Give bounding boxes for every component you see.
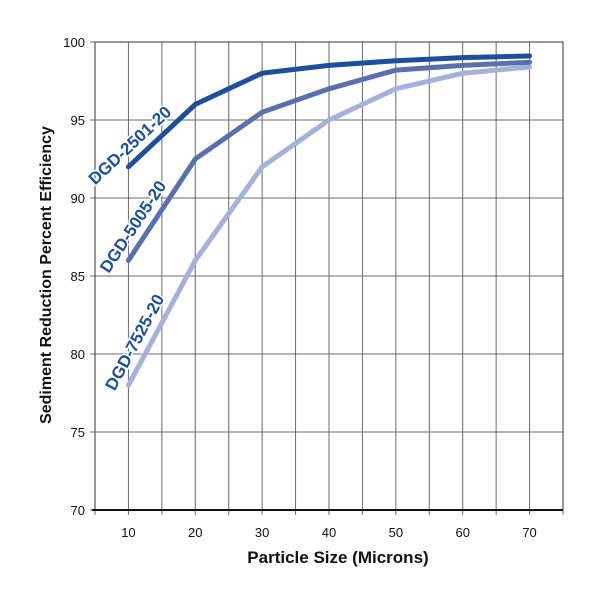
y-tick-label: 80 (71, 347, 85, 362)
x-tick-label: 60 (455, 525, 469, 540)
series-line-dgd-2501-20 (125, 53, 533, 170)
y-tick-label: 95 (71, 113, 85, 128)
grid (90, 41, 564, 515)
series-lines (125, 53, 533, 388)
y-tick-label: 100 (63, 35, 85, 50)
x-tick-label: 40 (322, 525, 336, 540)
x-tick-label: 30 (255, 525, 269, 540)
x-tick-label: 10 (121, 525, 135, 540)
series-label: DGD-5005-20 (96, 177, 170, 276)
y-tick-label: 90 (71, 191, 85, 206)
x-tick-label: 20 (188, 525, 202, 540)
x-tick-label: 70 (522, 525, 536, 540)
series-line-dgd-7525-20 (125, 64, 533, 388)
x-axis-title: Particle Size (Microns) (247, 548, 428, 567)
y-tick-label: 75 (71, 425, 85, 440)
y-tick-label: 85 (71, 269, 85, 284)
y-tick-label: 70 (71, 503, 85, 518)
y-axis-title: Sediment Reduction Percent Efficiency (38, 126, 55, 424)
x-tick-label: 50 (389, 525, 403, 540)
tick-labels: 10 20 30 40 50 60 70 70 75 80 85 90 95 100 (63, 35, 537, 540)
series-line-dgd-5005-20 (125, 59, 533, 263)
